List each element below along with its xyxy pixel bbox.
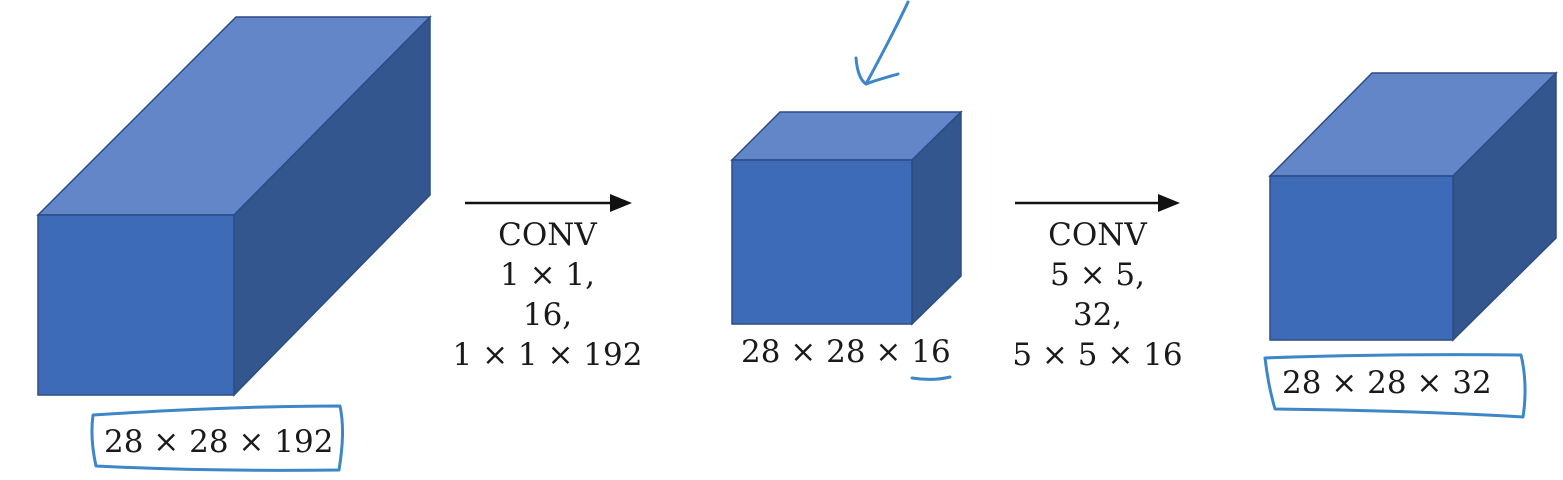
ink-annotations [90, 0, 1527, 472]
input-volume [36, 15, 432, 397]
intermediate-volume-dims: 28 × 28 × 16 [741, 334, 951, 370]
conv1-name: CONV [498, 217, 597, 253]
ink-pointer-arrow [864, 0, 910, 86]
conv1-label: CONV 1 × 1, 16, 1 × 1 × 192 [440, 220, 655, 380]
input-volume-dims: 28 × 28 × 192 [104, 424, 334, 460]
ink-pointer-arrowhead [854, 56, 900, 86]
arrowhead-icon [610, 194, 632, 212]
conv1-filter-size: 1 × 1, [500, 257, 595, 293]
conv1-arrow [465, 194, 632, 212]
conv2-label: CONV 5 × 5, 32, 5 × 5 × 16 [990, 220, 1205, 380]
output-volume-dims: 28 × 28 × 32 [1282, 365, 1492, 401]
ink-underline-16 [910, 375, 952, 381]
conv2-filter-size: 5 × 5, [1050, 257, 1145, 293]
arrowhead-icon [1158, 194, 1180, 212]
conv2-name: CONV [1048, 217, 1147, 253]
ink-box-output-dims [1263, 353, 1527, 419]
intermediate-volume [730, 110, 963, 326]
output-volume-front-face [1269, 175, 1454, 341]
conv1-num-filters: 16, [522, 297, 573, 333]
conv2-num-filters: 32, [1072, 297, 1123, 333]
conv1-filter-dims: 1 × 1 × 192 [452, 337, 643, 373]
intermediate-volume-front-face [731, 159, 913, 325]
conv2-filter-dims: 5 × 5 × 16 [1012, 337, 1183, 373]
ink-box-input-dims [90, 404, 345, 472]
conv2-arrow [1015, 194, 1180, 212]
input-volume-front-face [37, 214, 235, 396]
output-volume [1268, 71, 1558, 342]
